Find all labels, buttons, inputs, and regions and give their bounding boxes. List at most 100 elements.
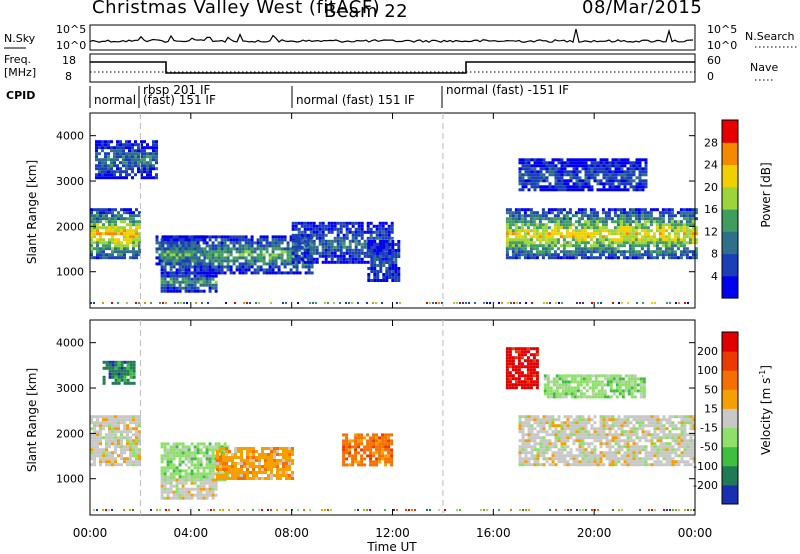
heatmap-cell — [554, 451, 558, 455]
heatmap-cell — [518, 463, 522, 467]
heatmap-cell — [505, 223, 509, 227]
heatmap-cell — [688, 238, 692, 242]
heatmap-cell — [661, 223, 665, 227]
heatmap-cell — [387, 448, 391, 452]
heatmap-cell — [523, 223, 527, 227]
heatmap-cell — [199, 487, 203, 491]
heatmap-cell — [664, 247, 668, 251]
heatmap-cell — [593, 164, 597, 168]
heatmap-cell — [539, 173, 543, 177]
heatmap-cell — [178, 247, 182, 251]
heatmap-cell — [123, 430, 126, 434]
heatmap-cell — [102, 232, 105, 236]
heatmap-cell — [664, 211, 668, 215]
heatmap-cell — [132, 214, 135, 218]
heatmap-cell — [117, 378, 121, 382]
heatmap-cell — [521, 188, 525, 192]
heatmap-cell — [181, 445, 185, 449]
heatmap-cell — [637, 214, 641, 218]
heatmap-cell — [635, 430, 639, 434]
heatmap-cell — [613, 238, 617, 242]
heatmap-cell — [619, 253, 623, 257]
heatmap-cell — [529, 365, 533, 369]
heatmap-cell — [667, 217, 671, 221]
heatmap-cell — [163, 256, 167, 260]
heatmap-cell — [578, 439, 582, 443]
heatmap-cell — [587, 463, 591, 467]
heatmap-cell — [622, 211, 626, 215]
heatmap-cell — [283, 265, 287, 269]
heatmap-cell — [96, 208, 99, 212]
heatmap-cell — [517, 350, 521, 354]
heatmap-cell — [166, 286, 170, 290]
heatmap-cell — [366, 227, 370, 231]
heatmap-cell — [288, 459, 291, 462]
heatmap-cell — [184, 286, 188, 290]
heatmap-cell — [558, 302, 560, 304]
heatmap-cell — [643, 214, 647, 218]
heatmap-cell — [523, 353, 527, 357]
heatmap-cell — [575, 430, 579, 434]
heatmap-cell — [378, 230, 382, 234]
heatmap-cell — [583, 235, 587, 239]
cpid-segment-5: normal (fast) -151 IF — [446, 83, 569, 97]
heatmap-cell — [575, 418, 579, 422]
heatmap-cell — [184, 475, 188, 479]
heatmap-cell — [258, 459, 261, 462]
heatmap-cell — [598, 244, 602, 248]
heatmap-cell — [578, 463, 582, 467]
heatmap-cell — [246, 459, 249, 462]
heatmap-cell — [265, 238, 269, 242]
heatmap-cell — [640, 208, 644, 212]
heatmap-cell — [175, 484, 179, 488]
heatmap-cell — [196, 487, 200, 491]
heatmap-cell — [114, 415, 117, 419]
heatmap-cell — [532, 359, 536, 363]
heatmap-cell — [327, 245, 331, 249]
heatmap-cell — [285, 471, 288, 474]
heatmap-cell — [619, 226, 623, 230]
heatmap-cell — [102, 424, 105, 428]
heatmap-cell — [593, 445, 597, 449]
heatmap-cell — [304, 262, 308, 266]
heatmap-cell — [387, 239, 391, 243]
heatmap-cell — [629, 460, 633, 464]
heatmap-cell — [268, 262, 272, 266]
heatmap-cell — [652, 220, 656, 224]
heatmap-cell — [175, 250, 179, 254]
heatmap-cell — [345, 457, 349, 461]
heatmap-cell — [117, 418, 120, 422]
heatmap-cell — [135, 460, 138, 464]
heatmap-cell — [175, 280, 179, 284]
heatmap-cell — [152, 167, 155, 171]
heatmap-cell — [560, 173, 564, 177]
noise-left-tick-bottom: 10^0 — [56, 39, 86, 52]
heatmap-cell — [521, 415, 525, 419]
frequency-trace — [90, 61, 695, 74]
heatmap-cell — [158, 256, 162, 260]
heatmap-cell — [211, 274, 215, 278]
heatmap-cell — [637, 226, 641, 230]
heatmap-cell — [626, 179, 630, 183]
heatmap-cell — [556, 253, 560, 257]
heatmap-cell — [574, 214, 578, 218]
heatmap-cell — [593, 161, 597, 165]
heatmap-cell — [554, 158, 558, 162]
heatmap-cell — [202, 235, 206, 239]
heatmap-cell — [146, 176, 149, 180]
heatmap-cell — [196, 235, 200, 239]
heatmap-cell — [511, 374, 515, 378]
heatmap-cell — [539, 445, 543, 449]
heatmap-cell — [612, 302, 614, 304]
heatmap-cell — [222, 447, 225, 450]
heatmap-cell — [557, 448, 561, 452]
heatmap-cell — [345, 442, 349, 446]
heatmap-cell — [521, 176, 525, 180]
heatmap-cell — [581, 179, 585, 183]
heatmap-cell — [110, 140, 113, 144]
heatmap-cell — [569, 421, 573, 425]
heatmap-cell — [623, 185, 627, 189]
heatmap-cell — [524, 415, 528, 419]
heatmap-cell — [526, 356, 530, 360]
heatmap-cell — [181, 448, 185, 452]
